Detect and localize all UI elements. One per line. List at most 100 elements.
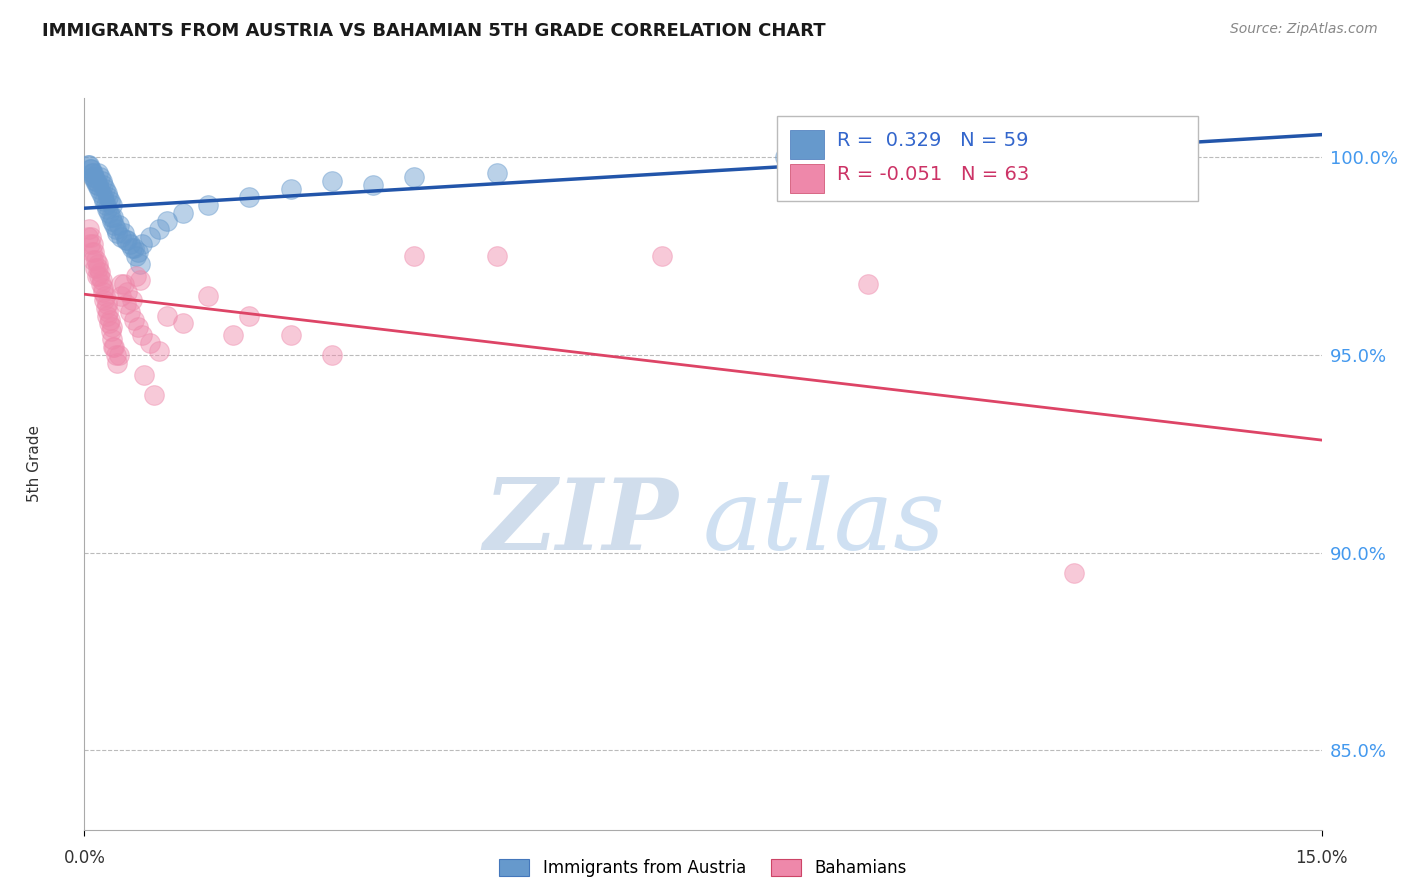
Point bbox=[86, 178, 108, 193]
FancyBboxPatch shape bbox=[790, 129, 824, 159]
Point bbox=[80, 245, 103, 260]
Point bbox=[129, 257, 152, 271]
Point bbox=[101, 213, 124, 227]
Point bbox=[101, 332, 124, 346]
Point bbox=[98, 317, 121, 331]
Point bbox=[361, 178, 384, 193]
Point bbox=[117, 285, 139, 299]
Point bbox=[100, 325, 122, 339]
Point bbox=[80, 162, 103, 177]
Point bbox=[485, 249, 508, 263]
Point bbox=[94, 182, 117, 196]
Legend: Immigrants from Austria, Bahamians: Immigrants from Austria, Bahamians bbox=[492, 852, 914, 884]
Point bbox=[129, 273, 152, 287]
Point bbox=[139, 336, 162, 351]
Point bbox=[97, 304, 120, 318]
Point bbox=[280, 182, 302, 196]
Point bbox=[98, 312, 121, 326]
Point bbox=[112, 277, 135, 291]
Point bbox=[121, 241, 143, 255]
Point bbox=[117, 234, 139, 248]
Point bbox=[104, 221, 127, 235]
Point bbox=[104, 348, 127, 362]
Point bbox=[100, 198, 122, 212]
Point bbox=[110, 289, 132, 303]
Point bbox=[90, 174, 112, 188]
Point bbox=[98, 194, 121, 208]
Point bbox=[77, 158, 100, 172]
Point bbox=[89, 265, 111, 279]
Point bbox=[93, 293, 115, 307]
Point bbox=[90, 273, 112, 287]
Point bbox=[105, 226, 128, 240]
Point bbox=[84, 174, 107, 188]
Point bbox=[124, 268, 146, 283]
Point bbox=[91, 281, 114, 295]
Point bbox=[651, 249, 673, 263]
Point bbox=[80, 229, 103, 244]
Text: atlas: atlas bbox=[703, 475, 946, 570]
Point bbox=[82, 166, 104, 180]
Point bbox=[172, 206, 194, 220]
Point bbox=[91, 178, 114, 193]
Point bbox=[96, 296, 118, 310]
Point bbox=[90, 277, 112, 291]
Point bbox=[96, 186, 118, 200]
Point bbox=[131, 237, 153, 252]
Point bbox=[82, 237, 104, 252]
Point bbox=[148, 221, 170, 235]
Text: 5th Grade: 5th Grade bbox=[27, 425, 42, 502]
FancyBboxPatch shape bbox=[778, 117, 1198, 201]
Point bbox=[96, 309, 118, 323]
Point bbox=[103, 340, 125, 354]
Point bbox=[77, 229, 100, 244]
Point bbox=[100, 210, 122, 224]
Point bbox=[108, 218, 131, 232]
FancyBboxPatch shape bbox=[790, 164, 824, 194]
Point bbox=[87, 166, 110, 180]
Point bbox=[118, 237, 141, 252]
Point bbox=[97, 190, 120, 204]
Point bbox=[82, 253, 104, 268]
Point bbox=[856, 277, 879, 291]
Point bbox=[86, 261, 108, 276]
Point bbox=[172, 317, 194, 331]
Point bbox=[404, 249, 426, 263]
Point bbox=[103, 340, 125, 354]
Point bbox=[321, 174, 343, 188]
Point bbox=[114, 234, 136, 248]
Point bbox=[197, 289, 219, 303]
Text: Source: ZipAtlas.com: Source: ZipAtlas.com bbox=[1230, 22, 1378, 37]
Point bbox=[87, 257, 110, 271]
Point bbox=[98, 206, 121, 220]
Point bbox=[485, 166, 508, 180]
Point bbox=[110, 229, 132, 244]
Point bbox=[108, 348, 131, 362]
Point bbox=[79, 237, 101, 252]
Text: IMMIGRANTS FROM AUSTRIA VS BAHAMIAN 5TH GRADE CORRELATION CHART: IMMIGRANTS FROM AUSTRIA VS BAHAMIAN 5TH … bbox=[42, 22, 825, 40]
Point bbox=[90, 186, 112, 200]
Point bbox=[122, 241, 145, 255]
Point bbox=[83, 170, 105, 185]
Point bbox=[103, 218, 125, 232]
Point bbox=[89, 268, 111, 283]
Point bbox=[103, 210, 125, 224]
Point bbox=[238, 190, 260, 204]
Point bbox=[79, 221, 101, 235]
Point bbox=[94, 301, 117, 315]
Point bbox=[197, 198, 219, 212]
Point bbox=[775, 150, 797, 164]
Point bbox=[280, 328, 302, 343]
Text: 15.0%: 15.0% bbox=[1295, 849, 1348, 867]
Point bbox=[79, 158, 101, 172]
Point bbox=[84, 261, 107, 276]
Point bbox=[82, 170, 104, 185]
Point bbox=[143, 387, 166, 401]
Point bbox=[132, 368, 155, 382]
Point bbox=[110, 277, 132, 291]
Point bbox=[122, 312, 145, 326]
Point bbox=[86, 178, 108, 193]
Point bbox=[84, 174, 107, 188]
Point bbox=[404, 170, 426, 185]
Point bbox=[124, 249, 146, 263]
